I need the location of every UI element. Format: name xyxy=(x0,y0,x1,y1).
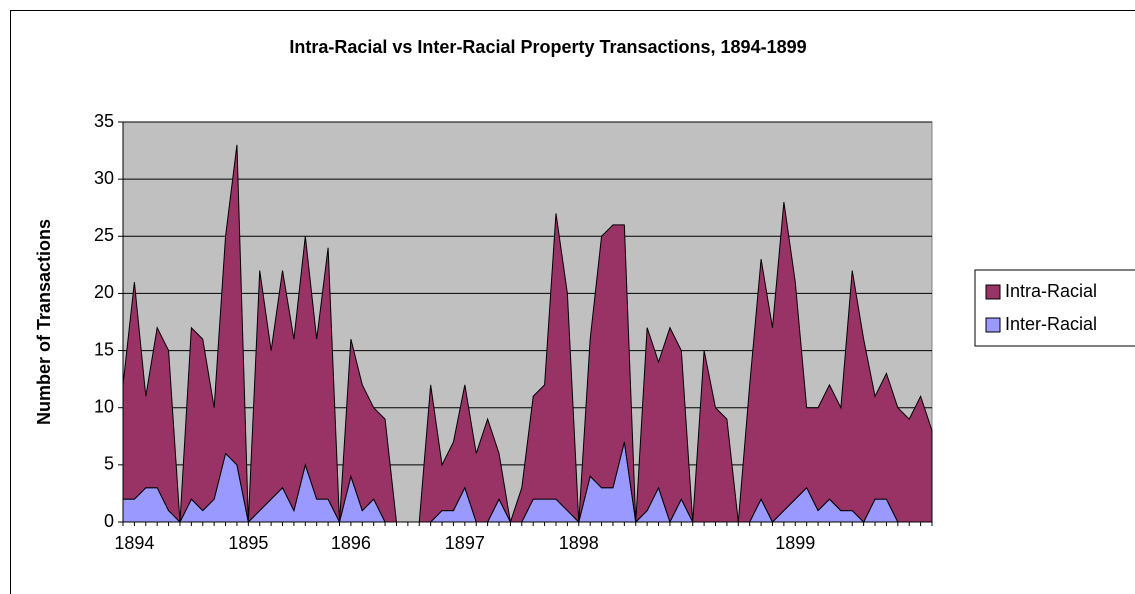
legend-label: Inter-Racial xyxy=(1005,314,1097,334)
x-tick-label: 1895 xyxy=(228,533,268,553)
x-tick-label: 1896 xyxy=(331,533,371,553)
plot-area: 0 5 10 15 20 25 30 35 1894 1895 1896 1897 1898 1899 xyxy=(94,111,933,553)
y-tick-label: 20 xyxy=(94,282,114,302)
y-tick-label: 35 xyxy=(94,111,114,131)
legend-swatch xyxy=(985,284,1001,300)
y-tick-label: 15 xyxy=(94,339,114,359)
y-tick-label: 10 xyxy=(94,396,114,416)
x-tick-label: 1899 xyxy=(775,533,815,553)
x-tick-label: 1898 xyxy=(559,533,599,553)
y-tick-label: 5 xyxy=(104,454,114,474)
legend-label: Intra-Racial xyxy=(1005,281,1097,301)
x-tick-label: 1894 xyxy=(114,533,154,553)
chart-title: Intra-Racial vs Inter-Racial Property Tr… xyxy=(289,37,806,57)
y-tick-label: 25 xyxy=(94,225,114,245)
y-axis-label: Number of Transactions xyxy=(34,219,54,425)
legend-swatch xyxy=(985,317,1001,333)
y-tick-label: 30 xyxy=(94,168,114,188)
legend: Intra-Racial Inter-Racial xyxy=(974,269,1135,347)
y-tick-label: 0 xyxy=(104,511,114,531)
x-tick-label: 1897 xyxy=(445,533,485,553)
legend-box xyxy=(974,269,1135,347)
